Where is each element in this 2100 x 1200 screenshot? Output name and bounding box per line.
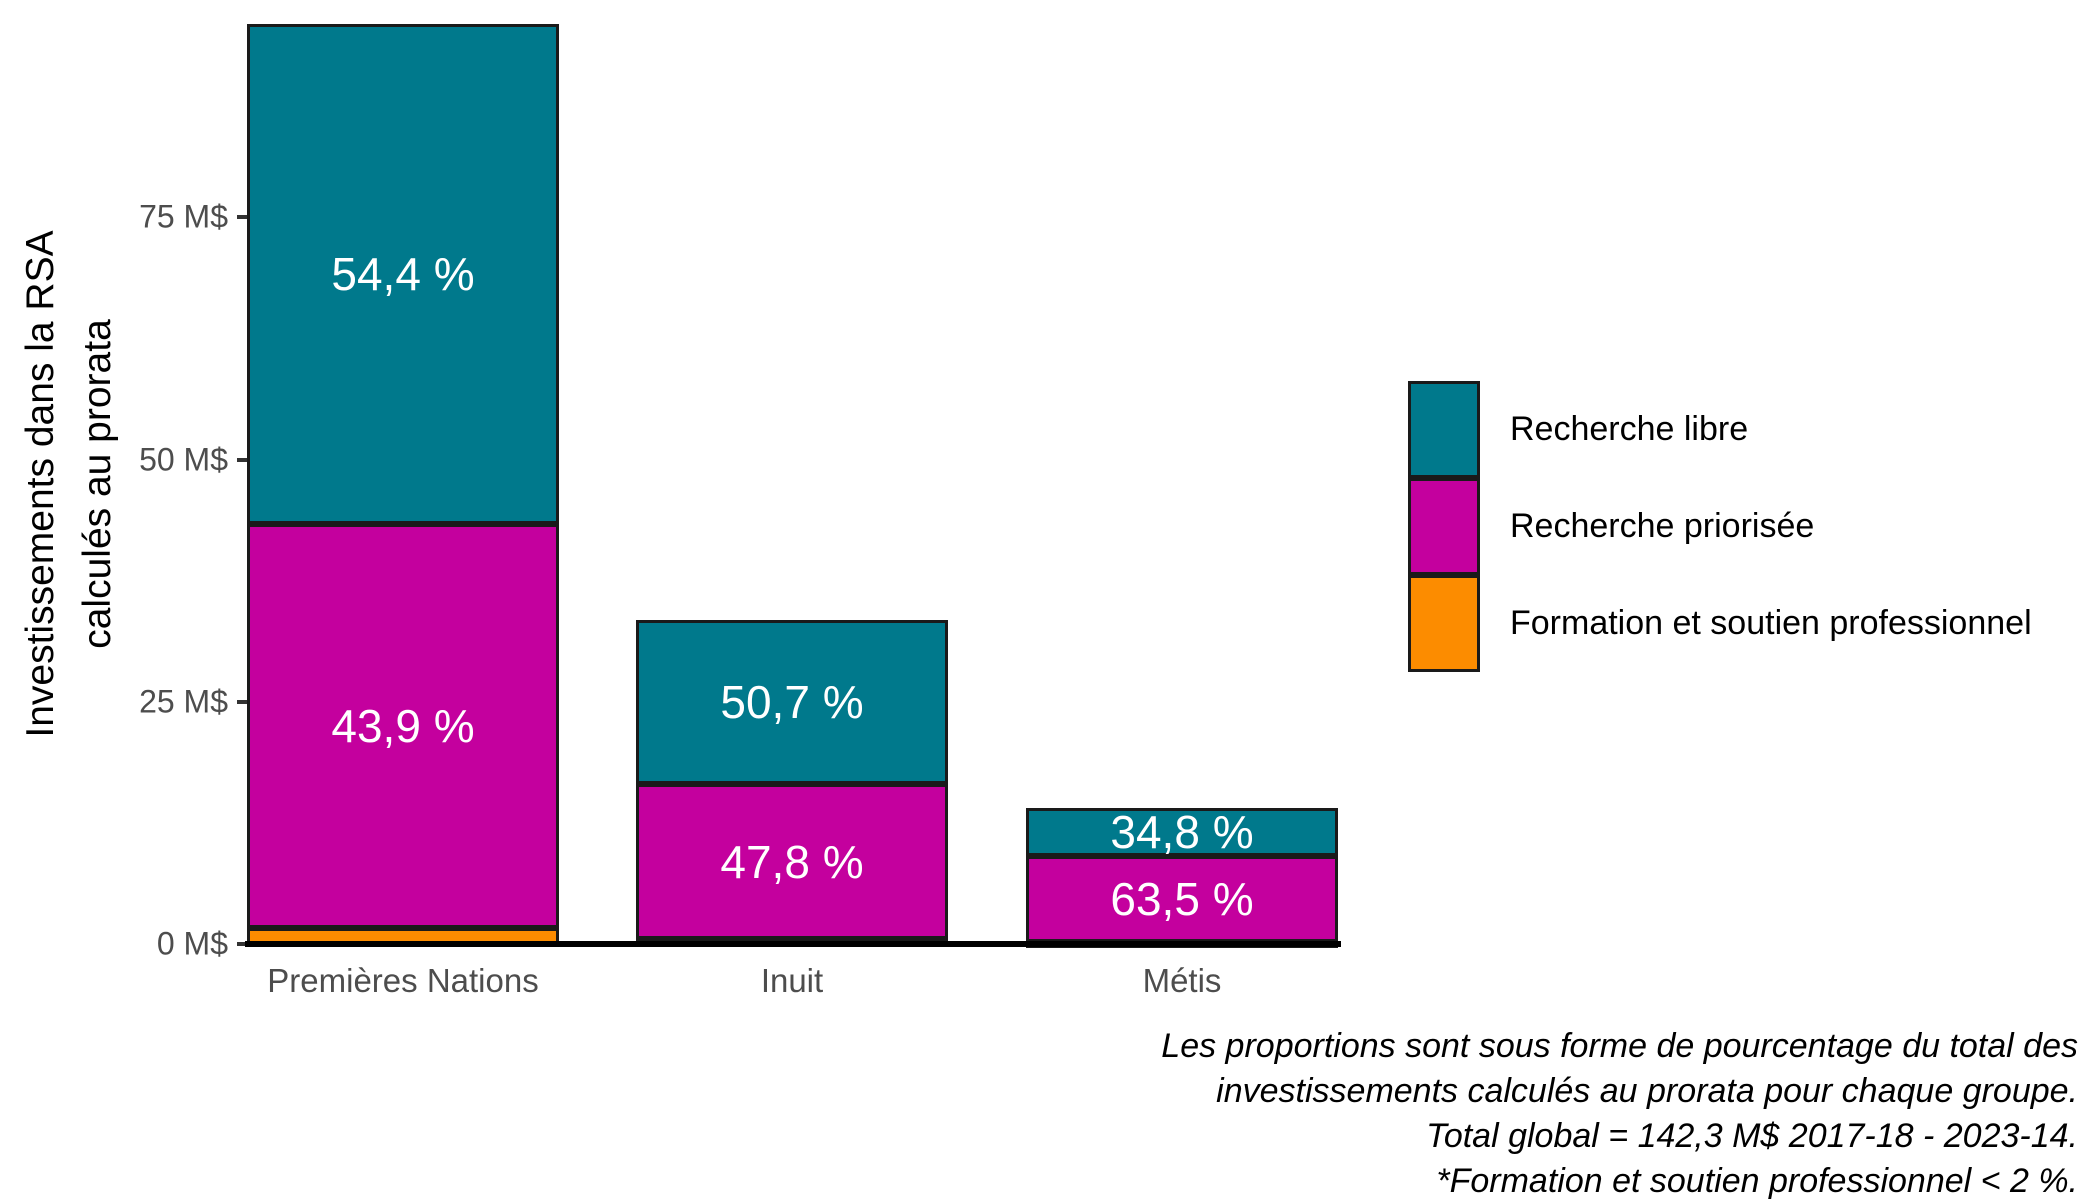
- bar-segment: [247, 524, 559, 929]
- bar-pct-label: 43,9 %: [331, 700, 475, 753]
- y-tick-label: 25 M$: [139, 683, 228, 720]
- y-tick-label: 75 M$: [139, 198, 228, 235]
- x-axis-line: [245, 941, 1341, 947]
- legend-label: Recherche priorisée: [1510, 507, 1815, 545]
- bar-segment: [1026, 808, 1338, 856]
- y-tick-label: 50 M$: [139, 441, 228, 477]
- bar-pct-label: 34,8 %: [1110, 806, 1254, 859]
- bar-pct-label: 63,5 %: [1110, 872, 1254, 925]
- bar-segment: [636, 620, 948, 785]
- legend-swatch-recherche-priorisee: [1408, 478, 1480, 575]
- x-category-label: Premières Nations: [267, 962, 539, 999]
- bar-pct-label: 54,4 %: [331, 248, 475, 301]
- legend-label: Recherche libre: [1510, 410, 1749, 448]
- bar-pct-label: 50,7 %: [720, 676, 864, 729]
- bar-segment: [636, 784, 948, 940]
- y-axis-title: Investissements dans la RSA calculés au …: [12, 0, 132, 984]
- y-tick-mark: [237, 942, 250, 946]
- caption: Les proportions sont sous forme de pourc…: [1161, 1024, 2078, 1200]
- caption-line: Les proportions sont sous forme de pourc…: [1161, 1027, 2078, 1065]
- legend-item: Recherche libre: [1408, 381, 2032, 478]
- y-tick-mark: [237, 457, 250, 462]
- bar-segment: [247, 24, 559, 525]
- legend: Recherche libre Recherche priorisée Form…: [1408, 381, 2032, 672]
- x-category-label: Inuit: [760, 962, 824, 999]
- y-tick-mark: [237, 699, 250, 704]
- y-axis-title-line2: calculés au prorata: [76, 319, 119, 649]
- y-tick-mark: [237, 215, 250, 220]
- y-axis-title-line1: Investissements dans la RSA: [19, 230, 62, 738]
- caption-line: Total global = 142,3 M$ 2017-18 - 2023-1…: [1426, 1117, 2078, 1155]
- legend-label: Formation et soutien professionnel: [1510, 604, 2032, 642]
- legend-item: Recherche priorisée: [1408, 478, 2032, 575]
- legend-swatch-recherche-libre: [1408, 381, 1480, 478]
- bar-segment: [1026, 855, 1338, 943]
- bar-pct-label: 47,8 %: [720, 835, 864, 888]
- caption-line: investissements calculés au prorata pour…: [1216, 1072, 2078, 1110]
- legend-item: Formation et soutien professionnel: [1408, 575, 2032, 672]
- caption-line: *Formation et soutien professionnel < 2 …: [1436, 1162, 2078, 1200]
- y-tick-label: 0 M$: [156, 925, 228, 962]
- x-category-label: Métis: [1142, 962, 1222, 999]
- legend-swatch-formation: [1408, 575, 1480, 672]
